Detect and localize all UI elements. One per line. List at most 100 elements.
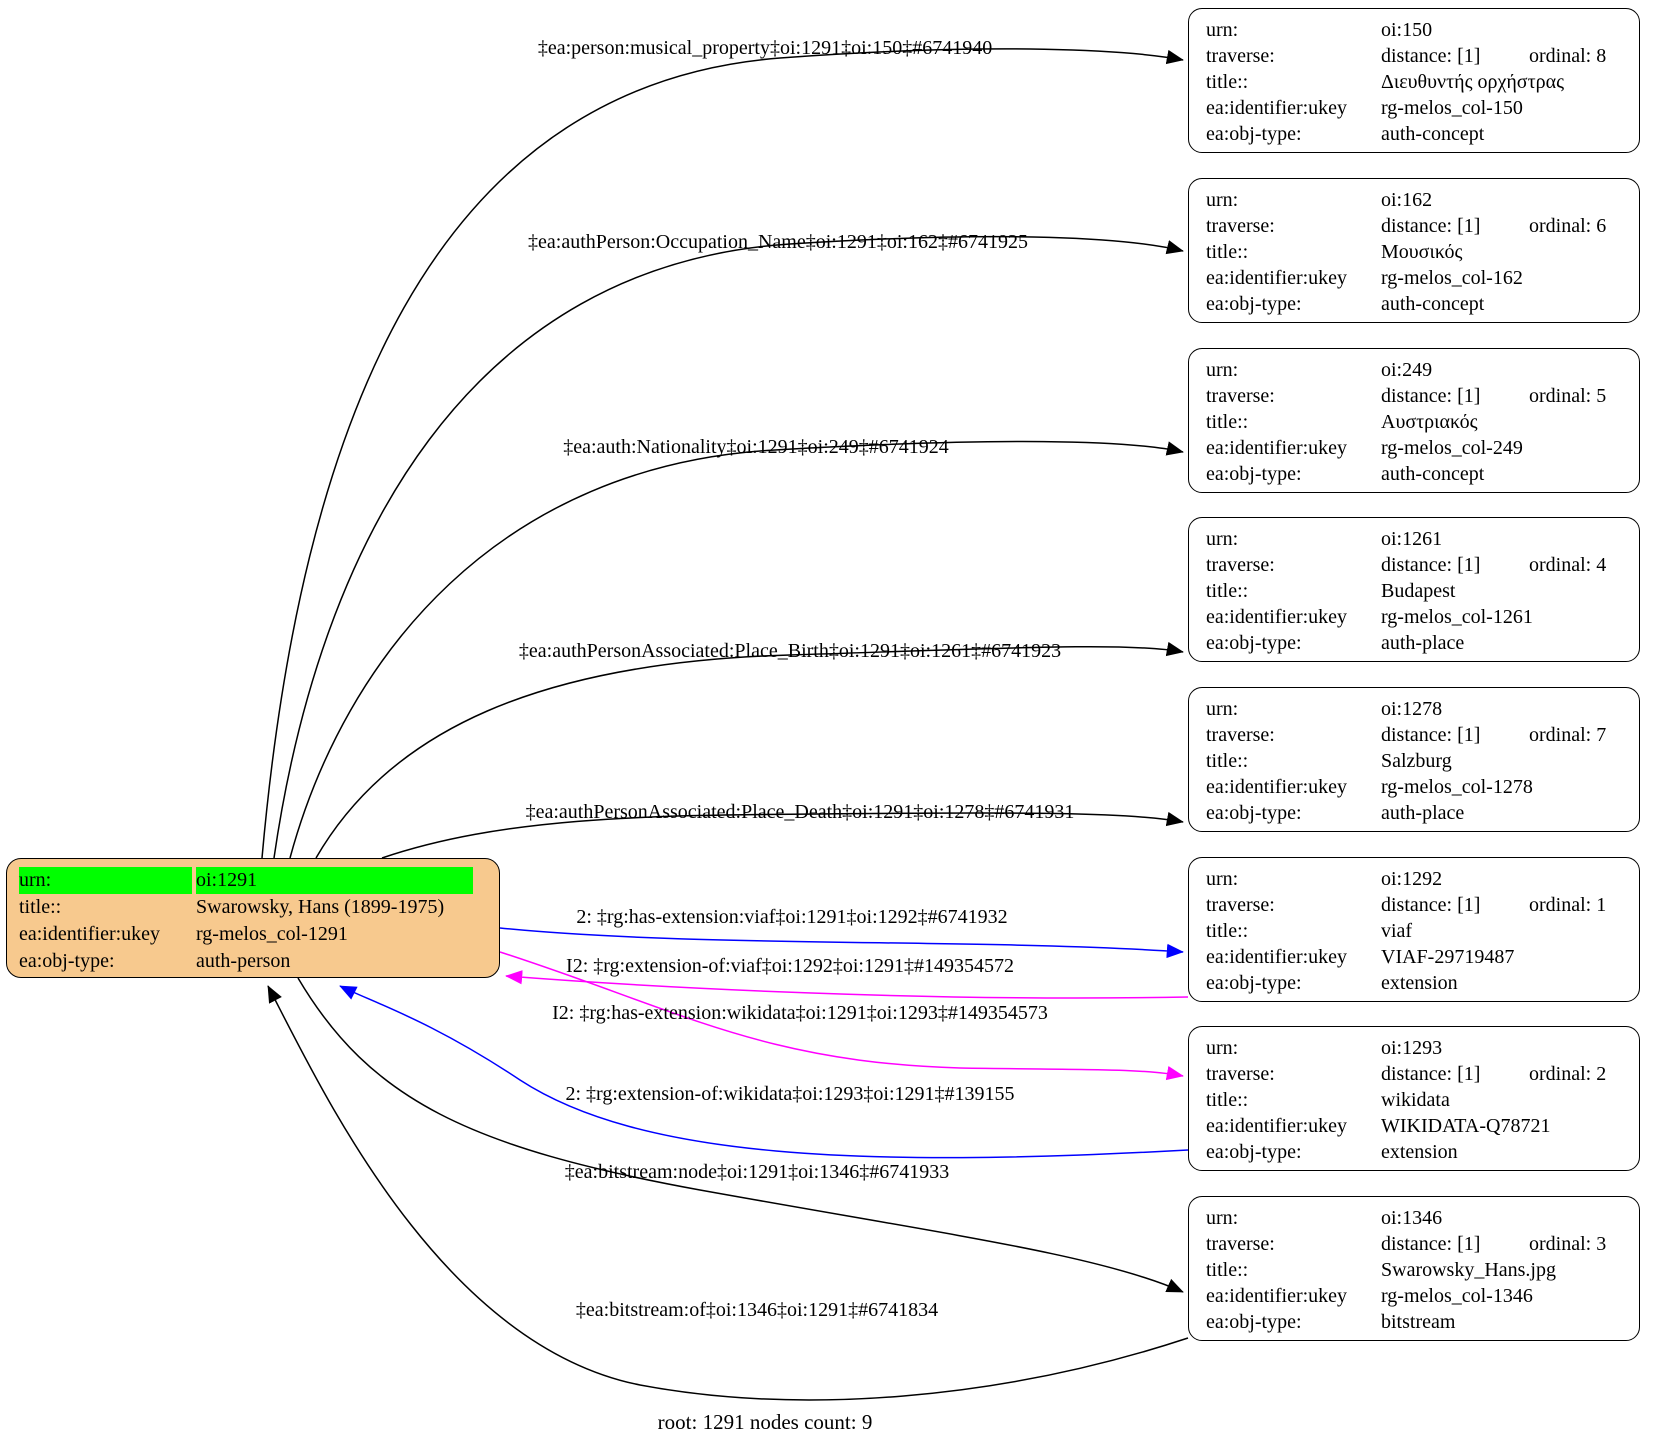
node-oi-1278: urn: oi:1278 traverse: distance: [1] ordina… <box>1188 687 1640 832</box>
field-label-traverse: traverse: <box>1206 385 1275 407</box>
edge-bitstream-node <box>297 977 1184 1293</box>
objtype-value: bitstream <box>1381 1311 1456 1333</box>
distance-value: distance: [1] <box>1381 1233 1481 1255</box>
node-oi-1346: urn: oi:1346 traverse: distance: [1] ordina… <box>1188 1196 1640 1341</box>
root-title-value: Swarowsky, Hans (1899-1975) <box>196 896 445 918</box>
root-urn-value: oi:1291 <box>196 867 473 894</box>
node-row-traverse: traverse: distance: [1] ordinal: 4 <box>1206 552 1631 578</box>
ukey-value: rg-melos_col-150 <box>1381 97 1523 119</box>
root-row-title: title:: Swarowsky, Hans (1899-1975) <box>19 894 473 921</box>
node-row-title: title:: Swarowsky_Hans.jpg <box>1206 1257 1631 1283</box>
ukey-value: rg-melos_col-1278 <box>1381 776 1533 798</box>
title-value: Salzburg <box>1381 750 1452 772</box>
node-oi-150: urn: oi:150 traverse: distance: [1] ordinal… <box>1188 8 1640 153</box>
distance-value: distance: [1] <box>1381 385 1481 407</box>
edge-label-bitstream-of: ‡ea:bitstream:of‡oi:1346‡oi:1291‡#674183… <box>575 1299 939 1321</box>
field-label-ukey: ea:identifier:ukey <box>1206 1115 1348 1137</box>
urn-value: oi:1293 <box>1381 1037 1443 1059</box>
ukey-value: VIAF-29719487 <box>1381 946 1515 968</box>
title-value: Μουσικός <box>1381 241 1463 263</box>
edge-label-has-extension-wikidata: I2: ‡rg:has-extension:wikidata‡oi:1291‡o… <box>552 1002 1048 1024</box>
title-value: wikidata <box>1381 1089 1450 1111</box>
distance-value: distance: [1] <box>1381 45 1481 67</box>
node-row-traverse: traverse: distance: [1] ordinal: 3 <box>1206 1231 1631 1257</box>
field-label-urn: urn: <box>1206 868 1239 890</box>
edge-extension-of-wikidata <box>339 985 1189 1159</box>
node-row-urn: urn: oi:249 <box>1206 357 1631 383</box>
root-ukey-label: ea:identifier:ukey <box>19 923 161 945</box>
node-row-objtype: ea:obj-type: bitstream <box>1206 1309 1631 1335</box>
edge-label-extension-of-wikidata: 2: ‡rg:extension-of:wikidata‡oi:1293‡oi:… <box>565 1083 1015 1105</box>
objtype-value: auth-place <box>1381 632 1465 654</box>
field-label-title: title:: <box>1206 71 1249 93</box>
root-title-label: title:: <box>19 896 62 918</box>
field-label-objtype: ea:obj-type: <box>1206 123 1302 145</box>
field-label-urn: urn: <box>1206 1037 1239 1059</box>
node-row-urn: urn: oi:1292 <box>1206 866 1631 892</box>
edge-label-musical-property: ‡ea:person:musical_property‡oi:1291‡oi:1… <box>537 37 993 59</box>
field-label-traverse: traverse: <box>1206 215 1275 237</box>
field-label-traverse: traverse: <box>1206 724 1275 746</box>
objtype-value: auth-concept <box>1381 123 1485 145</box>
traverse-value: distance: [1] ordinal: 8 <box>1381 43 1631 69</box>
traverse-value: distance: [1] ordinal: 6 <box>1381 213 1631 239</box>
field-label-objtype: ea:obj-type: <box>1206 1141 1302 1163</box>
edge-label-nationality: ‡ea:auth:Nationality‡oi:1291‡oi:249‡#674… <box>563 436 949 458</box>
node-row-traverse: traverse: distance: [1] ordinal: 2 <box>1206 1061 1631 1087</box>
edge-label-place-death: ‡ea:authPersonAssociated:Place_Death‡oi:… <box>525 801 1075 823</box>
ordinal-value: ordinal: 1 <box>1529 894 1607 916</box>
traverse-value: distance: [1] ordinal: 2 <box>1381 1061 1631 1087</box>
urn-value: oi:1346 <box>1381 1207 1443 1229</box>
ukey-value: rg-melos_col-249 <box>1381 437 1523 459</box>
urn-value: oi:1292 <box>1381 868 1443 890</box>
node-row-ukey: ea:identifier:ukey WIKIDATA-Q78721 <box>1206 1113 1631 1139</box>
traverse-value: distance: [1] ordinal: 7 <box>1381 722 1631 748</box>
field-label-urn: urn: <box>1206 1207 1239 1229</box>
field-label-ukey: ea:identifier:ukey <box>1206 946 1348 968</box>
distance-value: distance: [1] <box>1381 894 1481 916</box>
title-value: Διευθυντής ορχήστρας <box>1381 71 1564 93</box>
edge-label-occupation-name: ‡ea:authPerson:Occupation_Name‡oi:1291‡o… <box>528 231 1028 253</box>
ukey-value: rg-melos_col-1261 <box>1381 606 1533 628</box>
edge-nationality <box>289 440 1184 859</box>
node-row-urn: urn: oi:1278 <box>1206 696 1631 722</box>
ordinal-value: ordinal: 8 <box>1529 45 1607 67</box>
edge-musical-property <box>261 48 1184 859</box>
node-row-objtype: ea:obj-type: auth-concept <box>1206 121 1631 147</box>
node-row-traverse: traverse: distance: [1] ordinal: 1 <box>1206 892 1631 918</box>
graph-caption: root: 1291 nodes count: 9 <box>657 1410 873 1434</box>
field-label-ukey: ea:identifier:ukey <box>1206 267 1348 289</box>
ordinal-value: ordinal: 3 <box>1529 1233 1607 1255</box>
node-oi-249: urn: oi:249 traverse: distance: [1] ordinal… <box>1188 348 1640 493</box>
field-label-objtype: ea:obj-type: <box>1206 802 1302 824</box>
node-row-urn: urn: oi:1261 <box>1206 526 1631 552</box>
edge-has-extension-viaf <box>499 927 1184 959</box>
edge-place-birth <box>315 641 1184 859</box>
field-label-title: title:: <box>1206 1259 1249 1281</box>
node-row-urn: urn: oi:162 <box>1206 187 1631 213</box>
node-row-urn: urn: oi:150 <box>1206 17 1631 43</box>
ordinal-value: ordinal: 6 <box>1529 215 1607 237</box>
field-label-objtype: ea:obj-type: <box>1206 632 1302 654</box>
node-row-ukey: ea:identifier:ukey rg-melos_col-150 <box>1206 95 1631 121</box>
node-row-ukey: ea:identifier:ukey rg-melos_col-249 <box>1206 435 1631 461</box>
edge-occupation-name <box>273 235 1184 859</box>
field-label-title: title:: <box>1206 920 1249 942</box>
field-label-title: title:: <box>1206 411 1249 433</box>
root-row-ukey: ea:identifier:ukey rg-melos_col-1291 <box>19 921 473 948</box>
urn-value: oi:249 <box>1381 359 1433 381</box>
field-label-title: title:: <box>1206 1089 1249 1111</box>
edge-label-extension-of-viaf: I2: ‡rg:extension-of:viaf‡oi:1292‡oi:129… <box>566 955 1014 977</box>
ordinal-value: ordinal: 5 <box>1529 385 1607 407</box>
node-row-urn: urn: oi:1346 <box>1206 1205 1631 1231</box>
field-label-ukey: ea:identifier:ukey <box>1206 776 1348 798</box>
root-ukey-value: rg-melos_col-1291 <box>196 923 348 945</box>
title-value: Budapest <box>1381 580 1456 602</box>
traverse-value: distance: [1] ordinal: 1 <box>1381 892 1631 918</box>
node-row-title: title:: Αυστριακός <box>1206 409 1631 435</box>
field-label-objtype: ea:obj-type: <box>1206 293 1302 315</box>
field-label-objtype: ea:obj-type: <box>1206 972 1302 994</box>
field-label-traverse: traverse: <box>1206 45 1275 67</box>
node-row-traverse: traverse: distance: [1] ordinal: 8 <box>1206 43 1631 69</box>
urn-value: oi:1261 <box>1381 528 1443 550</box>
